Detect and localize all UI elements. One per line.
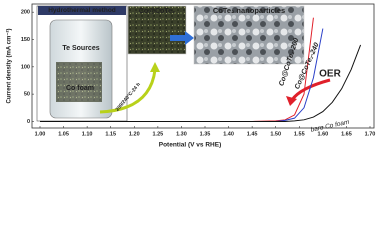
header-bar	[38, 6, 126, 15]
y-tick-label: 100	[21, 64, 30, 70]
chart: Potential (V vs RHE) Current density (mA…	[6, 3, 376, 149]
annotation: Hydrothermal method	[48, 7, 116, 14]
annotation: OER	[319, 69, 341, 80]
inset	[36, 5, 331, 122]
x-tick-label: 1.30	[176, 131, 187, 137]
curved-arrow	[99, 69, 157, 114]
sem-image-2	[193, 5, 305, 65]
x-tick-label: 1.60	[317, 131, 328, 137]
x-tick-label: 1.15	[105, 131, 116, 137]
x-axis-title: Potential (V vs RHE)	[159, 142, 221, 149]
x-tick-label: 1.40	[223, 131, 234, 137]
x-tick-label: 1.55	[294, 131, 305, 137]
arrow-head	[150, 62, 160, 72]
annotation: CoTe₂ nanoparticles	[213, 6, 285, 15]
y-axis-title: Current density (mA cm⁻²)	[6, 29, 13, 104]
arrow	[170, 31, 194, 45]
x-tick-label: 1.00	[35, 131, 46, 137]
y-tick-label: 200	[21, 10, 30, 16]
x-tick-label: 1.70	[365, 131, 376, 137]
series-line	[40, 44, 362, 122]
oer-arrow	[290, 78, 331, 101]
y-tick-label: 150	[21, 37, 30, 43]
y-tick-label: 0	[27, 119, 30, 125]
annotation: Co foam	[66, 85, 94, 92]
x-tick-label: 1.50	[270, 131, 281, 137]
plot-frame	[31, 3, 375, 129]
sem-image-1	[127, 5, 187, 55]
x-tick-label: 1.35	[200, 131, 211, 137]
annotation: Te Sources	[62, 45, 99, 52]
foam	[56, 62, 102, 102]
annotation: Co@CoTe₂	[139, 8, 175, 15]
x-tick-label: 1.65	[341, 131, 352, 137]
oer-arrow-head	[286, 96, 297, 106]
y-tick-label: 50	[24, 92, 30, 98]
x-tick-label: 1.45	[247, 131, 258, 137]
x-tick-label: 1.25	[152, 131, 163, 137]
x-tick-label: 1.10	[82, 131, 93, 137]
x-tick-label: 1.05	[58, 131, 69, 137]
x-tick-label: 1.20	[129, 131, 140, 137]
